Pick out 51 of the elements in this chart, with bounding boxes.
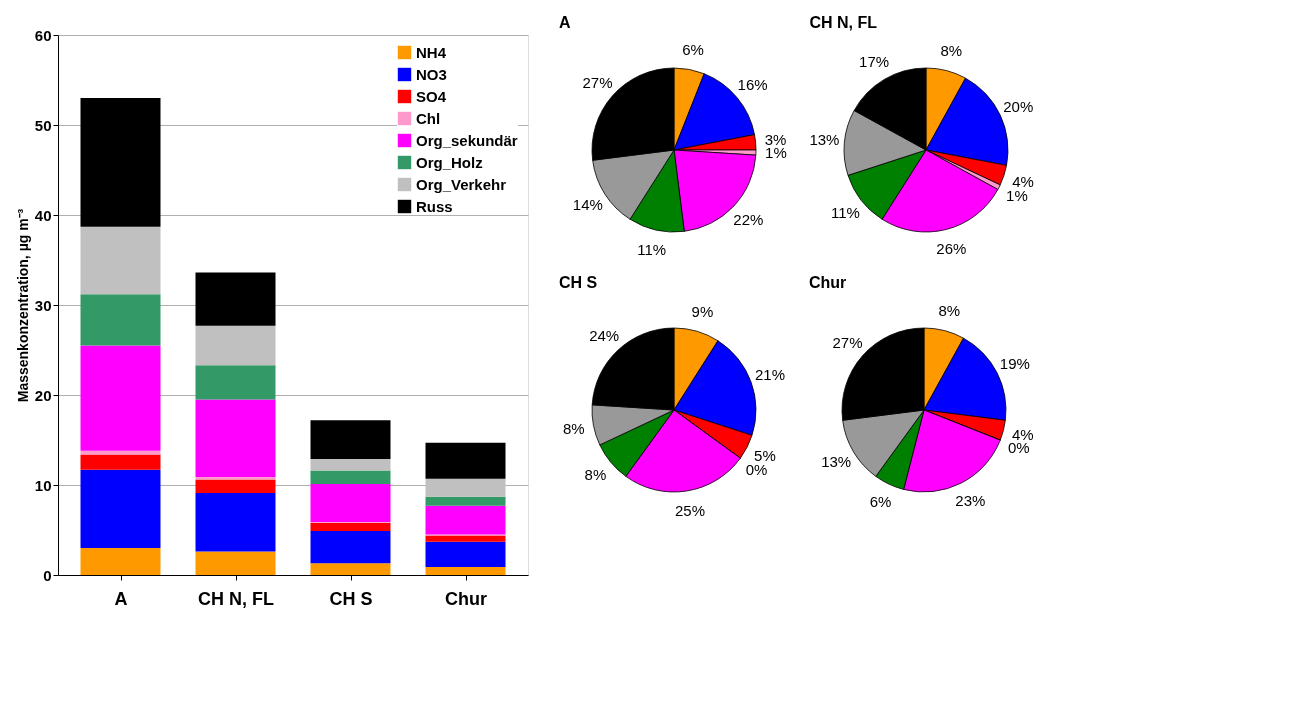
data-label: 25%	[674, 501, 705, 519]
data-label: 13%	[809, 131, 840, 149]
legend-label: Org_Verkehr	[416, 175, 507, 193]
legend-label: Org_Holz	[416, 153, 483, 171]
x-tick-label: Chur	[445, 588, 487, 609]
legend-label: NO3	[416, 65, 447, 83]
legend-label: SO4	[416, 87, 447, 105]
chart-title: CH S	[559, 274, 598, 291]
legend-label: Chl	[416, 109, 441, 127]
data-label: 17%	[859, 53, 890, 71]
data-label: 8%	[562, 420, 585, 438]
data-label: 13%	[821, 452, 852, 470]
data-label: 8%	[940, 42, 963, 60]
y-tick-label: 20	[34, 386, 52, 404]
data-label: 20%	[1003, 97, 1034, 115]
data-label: 24%	[589, 326, 620, 344]
data-label: 6%	[869, 493, 892, 511]
data-label: 22%	[733, 210, 764, 228]
y-tick-label: 40	[34, 206, 52, 224]
data-label: 8%	[938, 302, 961, 320]
legend-label: Russ	[416, 197, 453, 215]
legend-label: NH4	[416, 43, 447, 61]
data-label: 4%	[1011, 426, 1034, 444]
data-label: 23%	[955, 491, 986, 509]
data-label: 11%	[830, 203, 860, 221]
chart-title: Chur	[809, 274, 847, 291]
data-label: 4%	[1012, 172, 1034, 190]
data-label: 8%	[584, 466, 607, 484]
data-label: 9%	[691, 303, 714, 321]
y-tick-label: 30	[34, 296, 52, 314]
y-tick-label: 10	[34, 476, 52, 494]
x-tick-label: CH S	[329, 588, 373, 609]
data-label: 6%	[682, 40, 704, 58]
chart-title: A	[559, 14, 571, 31]
y-tick-label: 50	[34, 116, 52, 134]
y-tick-label: 60	[34, 26, 52, 44]
data-label: 14%	[572, 195, 603, 213]
data-label: 26%	[936, 239, 967, 257]
data-label: 19%	[999, 354, 1030, 372]
data-label: 16%	[737, 75, 768, 93]
y-tick-label: 0	[43, 566, 52, 584]
chart-title: CH N, FL	[809, 14, 878, 31]
x-tick-label: CH N, FL	[198, 588, 274, 609]
data-label: 1%	[1006, 187, 1028, 205]
data-label: 27%	[582, 73, 613, 91]
data-label: 27%	[832, 333, 863, 351]
x-tick-label: A	[114, 588, 128, 609]
data-label: 11%	[637, 240, 667, 258]
legend-label: Org_sekundär	[416, 131, 518, 149]
data-label: 21%	[754, 366, 785, 384]
y-axis-title: Massenkonzentration, µg m⁻³	[14, 208, 31, 403]
